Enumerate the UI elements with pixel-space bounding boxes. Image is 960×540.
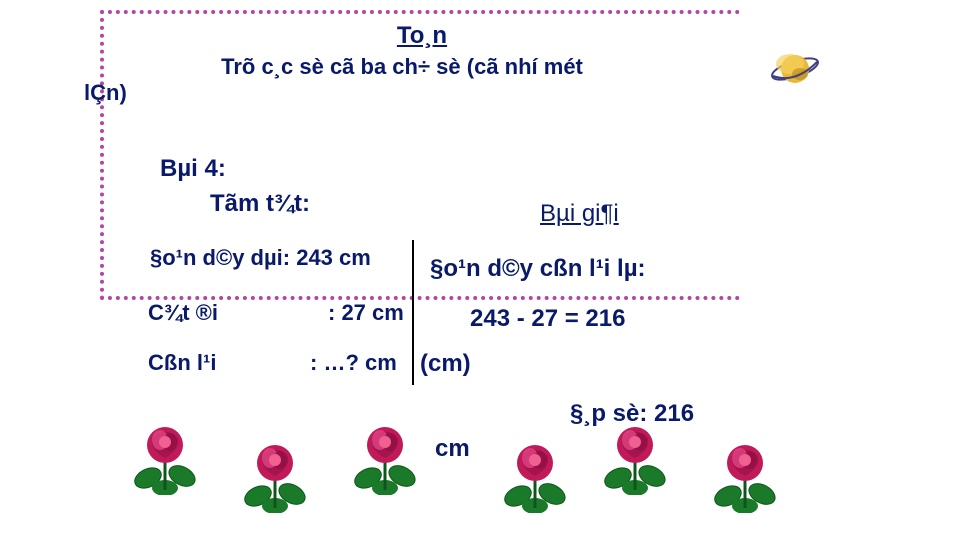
rose-icon xyxy=(350,420,420,495)
given-line-3a: Cßn l¹i xyxy=(148,350,216,376)
solution-label: Bµi gi¶i xyxy=(540,200,619,228)
slide-subtitle: Trõ c¸c sè cã ba ch÷ sè (cã nhí mét lÇn) xyxy=(74,54,740,106)
given-line-2a: C¾t ®i xyxy=(148,300,218,326)
given-line-1: §o¹n d©y dµi: 243 cm xyxy=(150,245,371,271)
subtitle-line1: Trõ c¸c sè cã ba ch÷ sè (cã nhí mét xyxy=(221,54,583,79)
solution-line-2: 243 - 27 = 216 xyxy=(470,305,625,333)
given-line-2b: : 27 cm xyxy=(328,300,404,326)
planet-icon xyxy=(770,44,820,94)
answer-unit: cm xyxy=(435,435,470,463)
exercise-number: Bµi 4: xyxy=(160,155,226,183)
rose-icon xyxy=(240,438,310,513)
solution-line-2-unit: (cm) xyxy=(420,350,471,378)
summary-label: Tãm t¾t: xyxy=(210,190,310,218)
vertical-divider xyxy=(412,240,414,385)
solution-line-1: §o¹n d©y cßn l¹i lµ: xyxy=(430,255,646,283)
subtitle-line2: lÇn) xyxy=(84,80,720,106)
rose-icon xyxy=(500,438,570,513)
given-line-3b: : …? cm xyxy=(310,350,397,376)
rose-icon xyxy=(130,420,200,495)
rose-icon xyxy=(710,438,780,513)
slide-title: To¸n xyxy=(104,22,740,50)
rose-icon xyxy=(600,420,670,495)
